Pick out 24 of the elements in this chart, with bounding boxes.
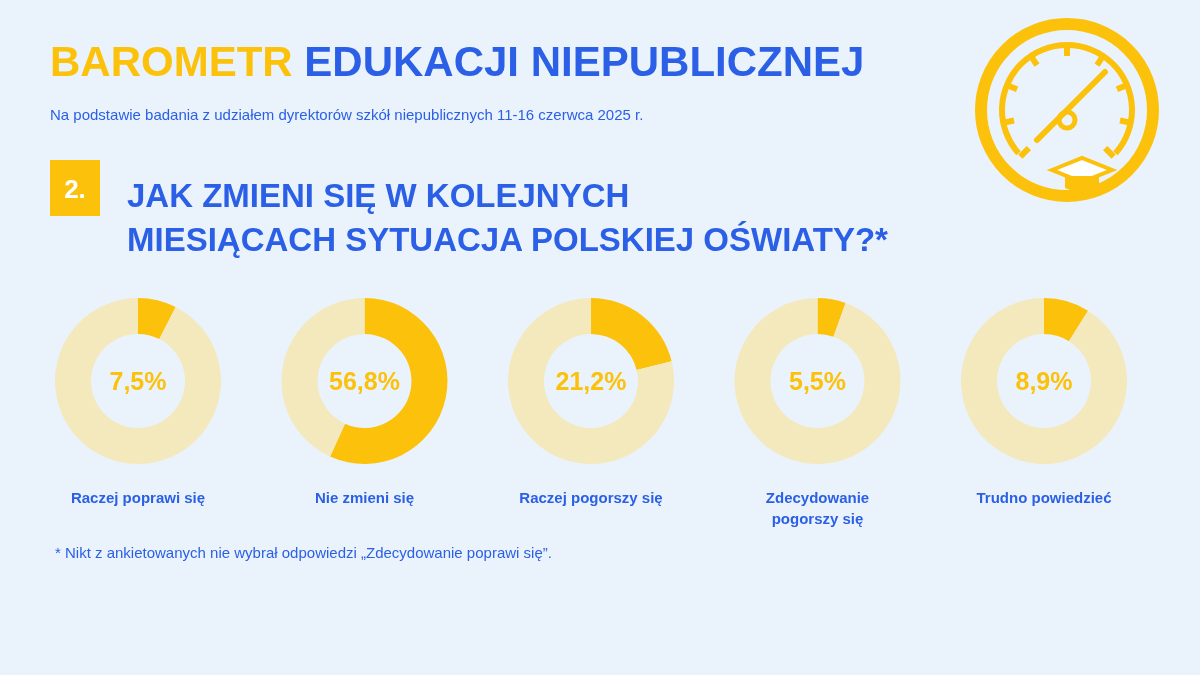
donut-slice [55,298,221,464]
donut-slice [1044,298,1089,342]
data-label: 5,5% [789,367,846,395]
text: Nie zmieni się [314,489,415,506]
text: 2. [64,174,86,204]
text: Raczej poprawi się [70,489,206,506]
donut-slice [734,298,901,464]
data-label: 56,8% [329,367,400,395]
donut-slice [508,298,674,464]
text: Zdecydowanie pogorszy się [765,489,870,527]
text: Raczej pogorszy się [519,489,663,506]
donut-slice [817,298,846,337]
text: Na podstawie badania z udziałem dyrektorów szkół niepublicznych 11-16 czerwca 2025 r. [50,106,644,123]
donut-slice [330,298,448,464]
data-label: 21,2% [555,367,627,395]
text: JAK ZMIENI SIĘ W KOLEJNYCH MIESIĄCACH SYTUACJA POLSKIEJ OŚWIATY?* [127,177,889,258]
text: BAROMETR EDUKACJI NIEPUBLICZNEJ [50,38,865,85]
text: * Nikt z ankietowanych nie wybrał odpowiedzi „Zdecydowanie poprawi się”. [55,544,552,561]
donut-slice [138,298,176,340]
donut-slice [591,298,672,370]
data-label: 8,9% [1015,367,1073,395]
data-label: 7,5% [109,367,167,395]
donut-slice [961,298,1127,464]
text: Trudno powiedzieć [976,489,1112,506]
